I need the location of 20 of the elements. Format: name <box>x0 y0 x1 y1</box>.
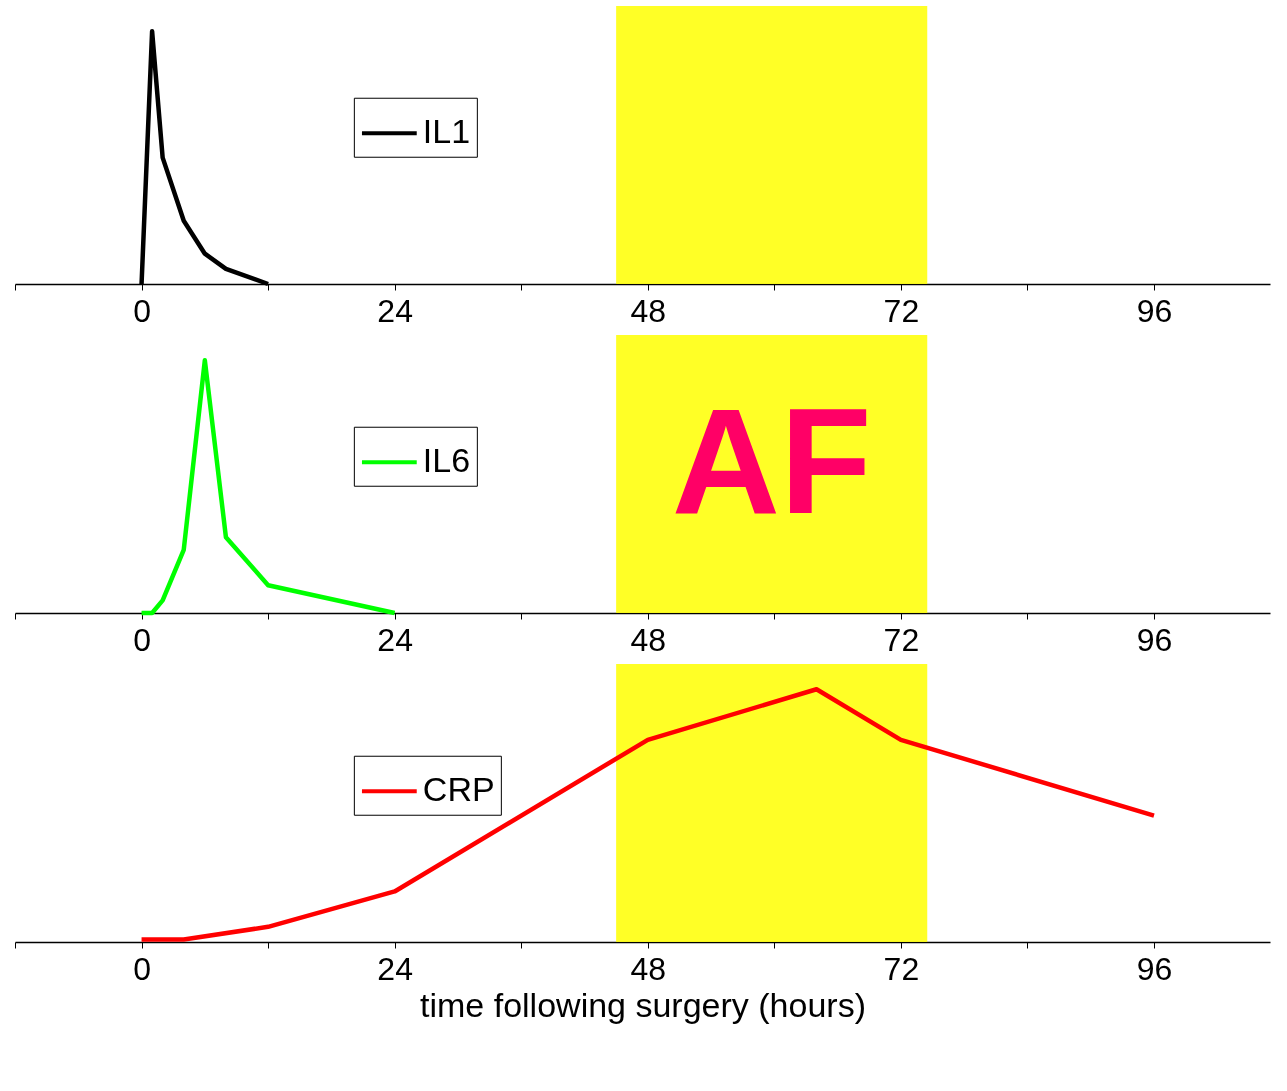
x-tick-label: 24 <box>377 292 413 329</box>
legend-label: IL6 <box>422 441 471 480</box>
x-tick-label: 96 <box>1136 621 1173 658</box>
x-axis-title: time following surgery (hours) <box>420 985 866 1024</box>
x-tick-label: 96 <box>1136 950 1173 987</box>
x-tick-label: 72 <box>883 950 920 987</box>
x-tick-label: 24 <box>377 621 413 658</box>
x-tick-label: 24 <box>377 950 413 987</box>
x-tick-label: 72 <box>883 621 920 658</box>
legend-label: IL1 <box>422 112 471 151</box>
x-tick-label: 0 <box>133 950 151 987</box>
x-tick-label: 48 <box>630 621 667 658</box>
x-tick-label: 96 <box>1136 292 1173 329</box>
x-tick-label: 0 <box>133 621 151 658</box>
x-tick-label: 48 <box>630 292 667 329</box>
x-tick-label: 0 <box>133 292 151 329</box>
band-label: AF <box>671 377 872 546</box>
x-tick-label: 72 <box>883 292 920 329</box>
legend-label: CRP <box>422 770 495 809</box>
x-tick-label: 48 <box>630 950 667 987</box>
